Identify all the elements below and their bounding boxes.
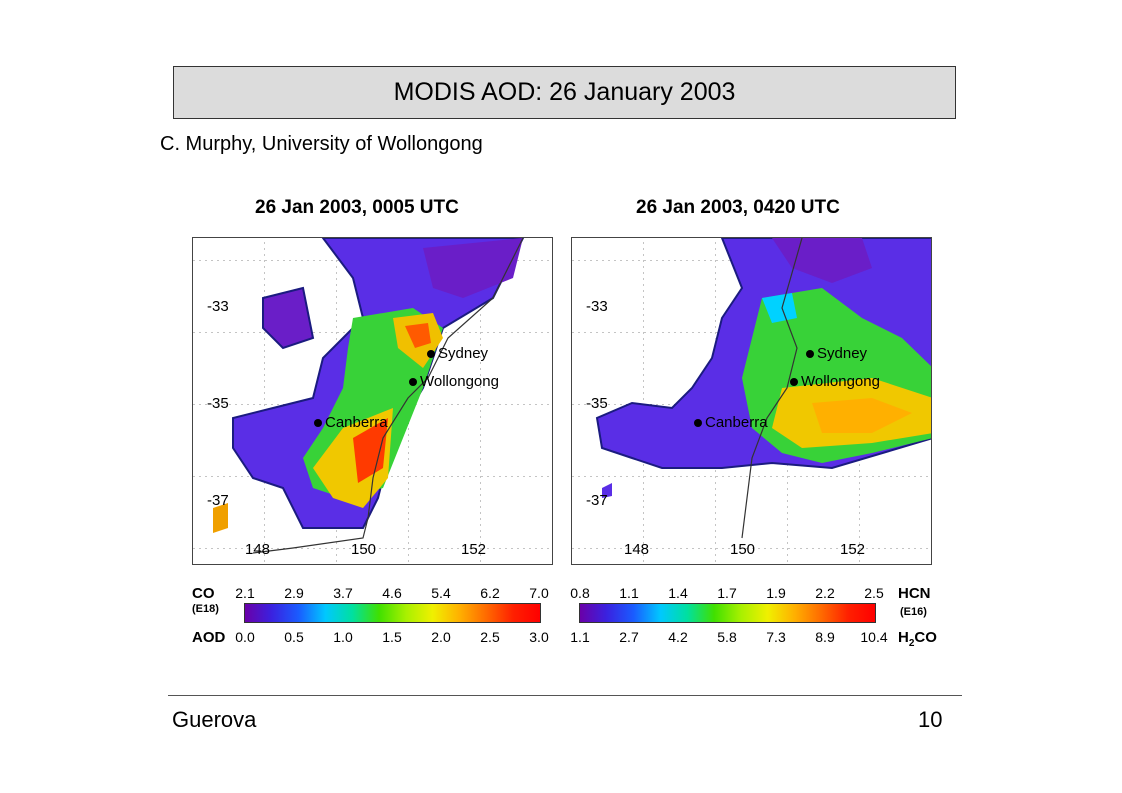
city-dot-icon — [409, 377, 417, 386]
lon-label: 152 — [840, 541, 866, 558]
tick-label: 0.0 — [235, 629, 255, 645]
legend-left-top-label: CO — [192, 585, 215, 602]
tick-label: 7.3 — [766, 629, 786, 645]
lat-label: -33 — [586, 298, 608, 315]
city-dot-icon — [427, 349, 435, 358]
lon-label: 152 — [461, 541, 487, 558]
tick-label: 1.1 — [619, 585, 639, 601]
tick-label: 1.4 — [668, 585, 688, 601]
city-wollongong: Wollongong — [409, 373, 499, 390]
tick-label: 5.4 — [431, 585, 451, 601]
tick-label: 2.1 — [235, 585, 255, 601]
lat-label: -37 — [207, 492, 229, 509]
legend-left-bottom-label: AOD — [192, 629, 226, 646]
tick-label: 2.0 — [431, 629, 451, 645]
credit-text: C. Murphy, University of Wollongong — [160, 133, 483, 155]
tick-label: 4.6 — [382, 585, 402, 601]
tick-label: 6.2 — [480, 585, 500, 601]
city-canberra: Canberra — [694, 414, 768, 431]
legend-right-bottom-label: H2CO — [898, 629, 937, 649]
tick-label: 1.0 — [333, 629, 353, 645]
map-left-title: 26 Jan 2003, 0005 UTC — [255, 197, 459, 218]
lat-label: -35 — [207, 395, 229, 412]
lon-label: 150 — [351, 541, 377, 558]
tick-label: 1.5 — [382, 629, 402, 645]
city-sydney: Sydney — [806, 345, 867, 362]
tick-label: 2.2 — [815, 585, 835, 601]
tick-label: 5.8 — [717, 629, 737, 645]
map-right: -33 -35 -37 148 150 152 Sydney Wollongon… — [571, 237, 932, 565]
tick-label: 2.5 — [480, 629, 500, 645]
footer-page-number: 10 — [918, 707, 943, 732]
tick-label: 1.9 — [766, 585, 786, 601]
lat-label: -33 — [207, 298, 229, 315]
legend-right-top-sub: (E16) — [900, 606, 927, 618]
city-dot-icon — [694, 418, 702, 427]
map-left-plume — [193, 238, 552, 564]
city-dot-icon — [790, 377, 798, 386]
lat-label: -37 — [586, 492, 608, 509]
tick-label: 8.9 — [815, 629, 835, 645]
colorbar-right — [579, 603, 876, 623]
lon-label: 148 — [245, 541, 271, 558]
lon-label: 150 — [730, 541, 756, 558]
lat-label: -35 — [586, 395, 608, 412]
tick-label: 10.4 — [860, 629, 888, 645]
city-canberra: Canberra — [314, 414, 388, 431]
map-right-plume — [572, 238, 931, 564]
tick-label: 2.7 — [619, 629, 639, 645]
slide-title: MODIS AOD: 26 January 2003 — [393, 78, 736, 106]
tick-label: 3.0 — [529, 629, 549, 645]
tick-label: 4.2 — [668, 629, 688, 645]
tick-label: 3.7 — [333, 585, 353, 601]
footer-author: Guerova — [172, 707, 257, 732]
city-dot-icon — [314, 418, 322, 427]
legend-left-top-sub: (E18) — [192, 603, 219, 615]
colorbar-left — [244, 603, 541, 623]
tick-label: 0.5 — [284, 629, 304, 645]
map-left: -33 -35 -37 148 150 152 Sydney Wollongon… — [192, 237, 553, 565]
tick-label: 2.5 — [864, 585, 884, 601]
map-right-title: 26 Jan 2003, 0420 UTC — [636, 197, 840, 218]
tick-label: 7.0 — [529, 585, 549, 601]
legend-right-top-label: HCN — [898, 585, 931, 602]
city-wollongong: Wollongong — [790, 373, 880, 390]
slide-title-box: MODIS AOD: 26 January 2003 — [173, 66, 956, 119]
lon-label: 148 — [624, 541, 650, 558]
city-dot-icon — [806, 349, 814, 358]
tick-label: 2.9 — [284, 585, 304, 601]
footer-divider — [168, 695, 962, 696]
tick-label: 1.1 — [570, 629, 590, 645]
tick-label: 1.7 — [717, 585, 737, 601]
city-sydney: Sydney — [427, 345, 488, 362]
tick-label: 0.8 — [570, 585, 590, 601]
